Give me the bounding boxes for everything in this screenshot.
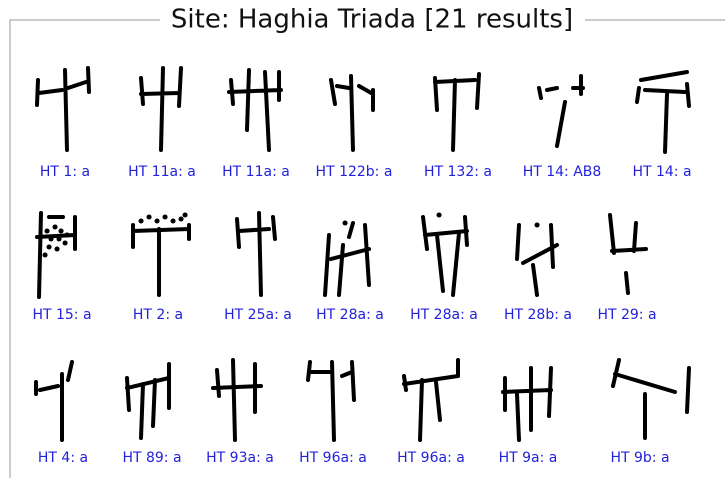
sign-glyph[interactable] <box>139 66 183 152</box>
panel-border <box>9 19 725 478</box>
glyph-stroke <box>35 66 91 152</box>
sign-glyph[interactable] <box>635 70 691 154</box>
sign-link[interactable]: HT 28b: a <box>504 307 572 323</box>
sign-link[interactable]: HT 29: a <box>597 307 656 323</box>
sign-glyph[interactable] <box>34 360 74 442</box>
glyph-stroke <box>131 223 191 297</box>
sign-link[interactable]: HT 132: a <box>424 164 492 180</box>
sign-link[interactable]: HT 93a: a <box>206 450 274 466</box>
sign-glyph[interactable] <box>402 358 460 442</box>
sign-glyph[interactable] <box>421 212 469 297</box>
glyph-stroke <box>421 215 469 297</box>
glyph-stroke <box>608 213 648 295</box>
glyph-stroke <box>433 72 481 152</box>
sign-glyph[interactable] <box>433 72 481 152</box>
sign-link[interactable]: HT 1: a <box>40 164 90 180</box>
sign-glyph[interactable] <box>323 220 371 297</box>
glyph-stroke <box>306 360 356 442</box>
glyph-stroke <box>139 66 183 152</box>
sign-link[interactable]: HT 122b: a <box>316 164 393 180</box>
sign-link[interactable]: HT 25a: a <box>224 307 292 323</box>
sign-glyph[interactable] <box>227 68 283 152</box>
sign-link[interactable]: HT 9a: a <box>499 450 558 466</box>
glyph-stroke <box>323 221 371 297</box>
sign-glyph[interactable] <box>608 213 648 295</box>
sign-glyph[interactable] <box>211 358 263 442</box>
glyph-stroke <box>235 211 277 297</box>
sign-link[interactable]: HT 4: a <box>38 450 88 466</box>
glyph-stroke <box>501 366 553 442</box>
sign-glyph[interactable] <box>537 74 585 148</box>
glyph-stroke <box>635 70 691 154</box>
sign-link[interactable]: HT 96a: a <box>299 450 367 466</box>
sign-link[interactable]: HT 11a: a <box>222 164 290 180</box>
sign-glyph[interactable] <box>306 360 356 442</box>
glyph-stroke <box>227 68 283 152</box>
sign-glyph[interactable] <box>515 222 559 297</box>
sign-glyph[interactable] <box>501 366 553 442</box>
sign-glyph[interactable] <box>131 212 191 297</box>
sign-glyph[interactable] <box>35 66 91 152</box>
sign-glyph[interactable] <box>125 362 171 440</box>
panel-title: Site: Haghia Triada [21 results] <box>171 5 573 35</box>
sign-glyph[interactable] <box>235 211 277 297</box>
glyph-stroke <box>402 358 460 442</box>
glyph-stroke <box>515 223 559 297</box>
sign-link[interactable]: HT 15: a <box>32 307 91 323</box>
sign-link[interactable]: HT 14: AB8 <box>523 164 602 180</box>
sign-link[interactable]: HT 11a: a <box>128 164 196 180</box>
sign-glyph[interactable] <box>611 358 691 440</box>
glyph-stroke <box>329 74 375 152</box>
glyph-stroke <box>211 358 263 442</box>
sign-link[interactable]: HT 2: a <box>133 307 183 323</box>
sign-link[interactable]: HT 14: a <box>632 164 691 180</box>
sign-link[interactable]: HT 9b: a <box>610 450 669 466</box>
glyph-stroke <box>34 360 74 442</box>
glyph-stroke <box>611 358 691 440</box>
sign-glyph[interactable] <box>35 211 77 299</box>
glyph-stroke <box>125 362 171 440</box>
glyph-stroke <box>35 211 77 299</box>
sign-glyph[interactable] <box>329 74 375 152</box>
sign-link[interactable]: HT 96a: a <box>397 450 465 466</box>
sign-link[interactable]: HT 28a: a <box>316 307 384 323</box>
sign-link[interactable]: HT 89: a <box>122 450 181 466</box>
sign-link[interactable]: HT 28a: a <box>410 307 478 323</box>
glyph-stroke <box>537 74 585 148</box>
